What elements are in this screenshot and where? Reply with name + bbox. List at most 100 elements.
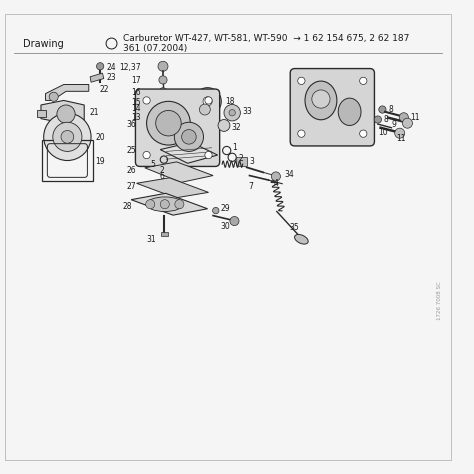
Circle shape: [97, 63, 104, 70]
Text: 23: 23: [107, 73, 116, 82]
Text: 34: 34: [284, 170, 294, 179]
Circle shape: [146, 200, 155, 209]
Circle shape: [57, 105, 75, 123]
Circle shape: [158, 61, 168, 71]
Circle shape: [159, 88, 167, 95]
Text: 2: 2: [238, 154, 243, 163]
Circle shape: [159, 76, 167, 84]
Text: 7: 7: [248, 182, 253, 191]
Ellipse shape: [338, 98, 361, 126]
Circle shape: [229, 109, 236, 116]
Text: Drawing: Drawing: [23, 38, 64, 48]
Text: 14: 14: [131, 104, 141, 113]
Text: 3: 3: [249, 157, 254, 166]
Polygon shape: [159, 100, 167, 105]
Circle shape: [203, 97, 212, 106]
Ellipse shape: [294, 235, 308, 244]
Text: 19: 19: [96, 157, 105, 166]
Text: 29: 29: [220, 204, 230, 213]
Circle shape: [360, 130, 367, 137]
Text: Carburetor WT-427, WT-581, WT-590  → 1 62 154 675, 2 62 187: Carburetor WT-427, WT-581, WT-590 → 1 62…: [123, 35, 409, 44]
Circle shape: [200, 104, 210, 115]
Circle shape: [402, 118, 412, 128]
Circle shape: [175, 200, 184, 209]
Text: 20: 20: [96, 133, 105, 142]
Circle shape: [61, 130, 74, 143]
Circle shape: [155, 110, 181, 136]
Polygon shape: [159, 105, 168, 109]
Text: 24: 24: [107, 63, 116, 72]
Text: 12,37: 12,37: [119, 63, 141, 72]
Text: 25: 25: [127, 146, 136, 155]
Circle shape: [53, 122, 82, 151]
Polygon shape: [131, 193, 208, 215]
Polygon shape: [145, 162, 213, 182]
Ellipse shape: [146, 197, 183, 211]
Text: 16: 16: [131, 88, 141, 97]
Circle shape: [174, 122, 203, 151]
Circle shape: [143, 97, 150, 104]
FancyBboxPatch shape: [136, 89, 219, 166]
Circle shape: [271, 172, 281, 181]
Text: 30: 30: [220, 222, 230, 231]
Circle shape: [146, 101, 190, 145]
Text: 4: 4: [273, 179, 278, 188]
Text: 15: 15: [131, 98, 141, 107]
Text: 6: 6: [159, 173, 164, 182]
Text: 18: 18: [225, 97, 234, 106]
Text: 35: 35: [289, 223, 299, 232]
Circle shape: [194, 88, 221, 115]
Circle shape: [374, 116, 382, 123]
Circle shape: [205, 97, 212, 104]
Text: 26: 26: [127, 166, 136, 175]
Circle shape: [298, 77, 305, 84]
Text: 28: 28: [123, 201, 132, 210]
Circle shape: [224, 105, 240, 121]
Text: 8: 8: [384, 115, 389, 124]
Text: 1726 7008 SC: 1726 7008 SC: [437, 282, 442, 320]
Text: 36: 36: [127, 119, 137, 128]
Circle shape: [379, 106, 386, 113]
Circle shape: [360, 77, 367, 84]
Circle shape: [182, 129, 196, 144]
Circle shape: [218, 119, 230, 131]
Text: 17: 17: [131, 76, 141, 85]
Circle shape: [230, 217, 239, 226]
Text: 31: 31: [146, 235, 155, 244]
Polygon shape: [41, 100, 84, 128]
Text: 13: 13: [131, 113, 141, 122]
FancyBboxPatch shape: [237, 157, 247, 166]
FancyBboxPatch shape: [290, 69, 374, 146]
FancyBboxPatch shape: [161, 231, 167, 236]
Text: 21: 21: [90, 108, 99, 117]
Text: 11: 11: [410, 113, 419, 122]
Text: 27: 27: [127, 182, 136, 191]
Circle shape: [298, 130, 305, 137]
Circle shape: [44, 113, 91, 161]
Text: 5: 5: [150, 160, 155, 169]
Ellipse shape: [305, 81, 337, 120]
Text: 22: 22: [99, 84, 109, 93]
Circle shape: [160, 200, 169, 209]
Text: 8: 8: [388, 105, 393, 114]
Text: 2: 2: [159, 166, 164, 175]
Polygon shape: [137, 178, 209, 198]
Polygon shape: [90, 73, 104, 82]
Circle shape: [213, 208, 219, 214]
Circle shape: [399, 113, 409, 122]
Circle shape: [143, 151, 150, 159]
Text: 33: 33: [243, 107, 252, 116]
Text: 11: 11: [396, 134, 406, 143]
Text: 361 (07.2004): 361 (07.2004): [123, 44, 187, 53]
Polygon shape: [46, 84, 89, 100]
Circle shape: [205, 151, 212, 159]
Circle shape: [395, 128, 405, 138]
Circle shape: [49, 92, 58, 101]
Text: 1: 1: [233, 143, 237, 152]
Circle shape: [312, 90, 330, 108]
Polygon shape: [160, 142, 218, 163]
Text: 32: 32: [232, 123, 241, 132]
Text: 10: 10: [378, 128, 387, 137]
Text: 9: 9: [392, 119, 396, 128]
FancyBboxPatch shape: [37, 110, 46, 117]
